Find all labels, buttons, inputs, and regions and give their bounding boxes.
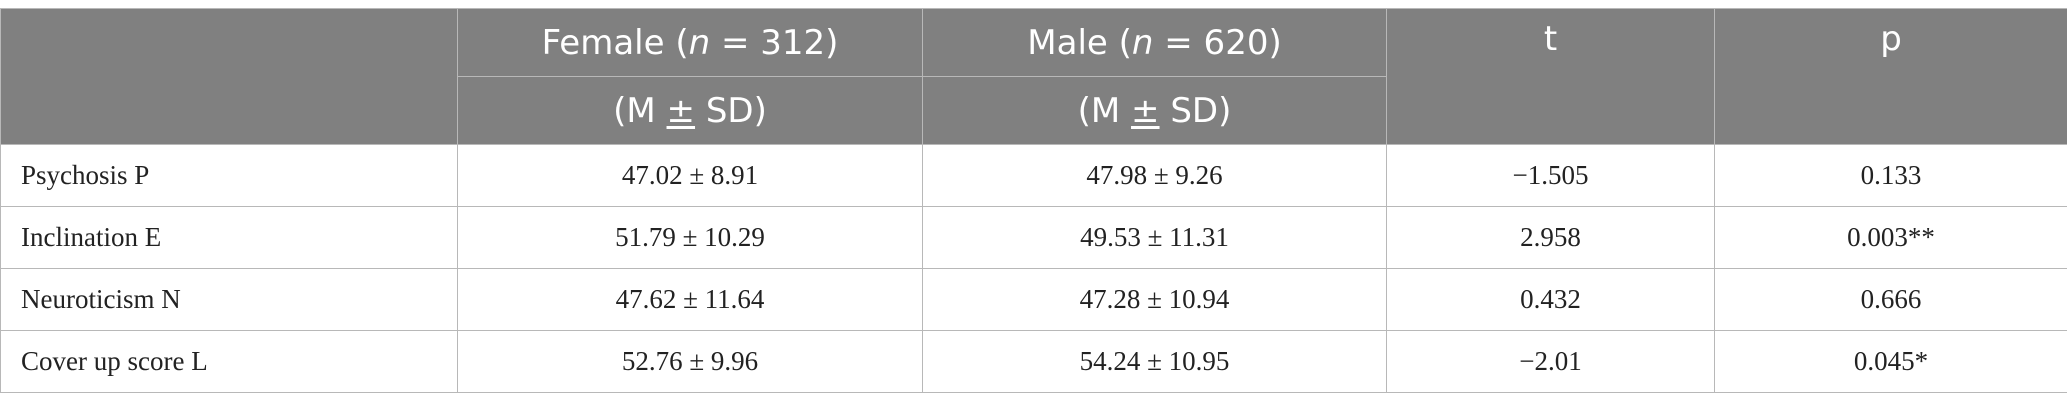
t-value: −2.01 xyxy=(1386,330,1715,393)
row-label: Inclination E xyxy=(0,206,458,269)
table-body: Psychosis P 47.02 ± 8.91 47.98 ± 9.26 −1… xyxy=(0,144,2067,393)
row-label: Psychosis P xyxy=(0,144,458,207)
p-value: 0.045* xyxy=(1714,330,2067,393)
female-value: 51.79 ± 10.29 xyxy=(457,206,923,269)
header-p: p xyxy=(1714,8,2067,145)
table-header: Female (n = 312) Male (n = 620) t p (M ±… xyxy=(0,8,2067,145)
male-value: 49.53 ± 11.31 xyxy=(922,206,1387,269)
header-row-1: Female (n = 312) Male (n = 620) t p xyxy=(0,8,2067,145)
header-t: t xyxy=(1386,8,1715,145)
header-female-msd: (M ± SD) xyxy=(457,76,923,145)
male-value: 54.24 ± 10.95 xyxy=(922,330,1387,393)
t-value: −1.505 xyxy=(1386,144,1715,207)
t-value: 2.958 xyxy=(1386,206,1715,269)
male-value: 47.28 ± 10.94 xyxy=(922,268,1387,331)
p-value: 0.666 xyxy=(1714,268,2067,331)
p-value: 0.003** xyxy=(1714,206,2067,269)
p-value: 0.133 xyxy=(1714,144,2067,207)
row-label: Cover up score L xyxy=(0,330,458,393)
row-label: Neuroticism N xyxy=(0,268,458,331)
t-value: 0.432 xyxy=(1386,268,1715,331)
female-value: 47.02 ± 8.91 xyxy=(457,144,923,207)
female-value: 52.76 ± 9.96 xyxy=(457,330,923,393)
header-blank-cell xyxy=(0,8,458,145)
header-row-2: (M ± SD) (M ± SD) xyxy=(1,76,2067,145)
male-value: 47.98 ± 9.26 xyxy=(922,144,1387,207)
table-row: Cover up score L 52.76 ± 9.96 54.24 ± 10… xyxy=(0,330,2067,393)
table-row: Neuroticism N 47.62 ± 11.64 47.28 ± 10.9… xyxy=(0,268,2067,331)
table-row: Psychosis P 47.02 ± 8.91 47.98 ± 9.26 −1… xyxy=(0,144,2067,207)
header-male: Male (n = 620) xyxy=(922,8,1387,77)
table-row: Inclination E 51.79 ± 10.29 49.53 ± 11.3… xyxy=(0,206,2067,269)
header-male-msd: (M ± SD) xyxy=(922,76,1387,145)
header-female: Female (n = 312) xyxy=(457,8,923,77)
results-table: Female (n = 312) Male (n = 620) t p (M ±… xyxy=(0,8,2067,393)
female-value: 47.62 ± 11.64 xyxy=(457,268,923,331)
